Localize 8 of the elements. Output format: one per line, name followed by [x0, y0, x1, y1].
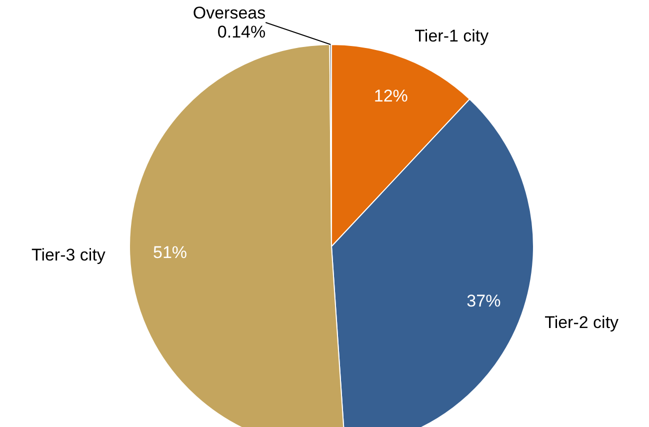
- data-label: 51%: [153, 243, 188, 262]
- slice-label: Tier-2 city: [544, 313, 620, 332]
- data-label: 0.14%: [217, 22, 266, 42]
- data-label: 12%: [374, 86, 408, 106]
- slice-label: Tier-1 city: [414, 26, 490, 46]
- slice-label: Tier-3 city: [31, 246, 106, 265]
- data-label: 37%: [466, 291, 501, 310]
- slice-label: Overseas: [192, 4, 266, 22]
